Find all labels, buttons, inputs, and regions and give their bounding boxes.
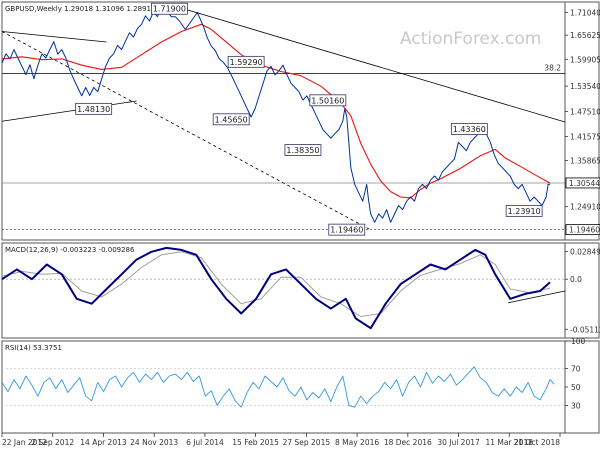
price-annotation-box <box>328 223 366 236</box>
price-annotation-box <box>450 123 488 135</box>
y-tick-label: 0.0 <box>570 275 582 284</box>
y-tick-label: 30 <box>571 401 581 410</box>
y-tick-label: 1.53540 <box>570 82 600 91</box>
panel-frame-2 <box>1 340 566 434</box>
price-annotation-box <box>309 94 347 107</box>
price-annotation-box <box>75 102 113 115</box>
y-tick-label: 1.47510 <box>570 107 600 116</box>
macd-trendline <box>508 290 566 304</box>
y-tick-label: 100 <box>571 337 586 346</box>
price-line <box>1 7 551 223</box>
y-tick-label: -0.051125 <box>570 325 600 334</box>
fib-label: 38.2 <box>544 64 561 73</box>
panel-title-1: MACD(12,26,9) -0.003223 -0.009286 <box>5 246 135 254</box>
x-tick-label: 18 Dec 2016 <box>384 438 432 447</box>
x-tick-label: 22 Jan 2012 <box>2 438 47 447</box>
signal-line <box>1 251 551 317</box>
y-tick-label: 1.71040 <box>570 8 600 17</box>
x-tick-label: 14 Apr 2013 <box>80 438 127 447</box>
price-annotation: 1.38350 <box>286 146 319 155</box>
y-tick-label: 1.35865 <box>570 157 600 166</box>
y-tick-label: 70 <box>571 365 581 374</box>
price-annotation: 1.19460 <box>330 226 363 235</box>
y-tick-label: 1.65625 <box>570 31 600 40</box>
x-tick-label: 11 Mar 2018 <box>485 438 533 447</box>
x-tick-label: 2 Sep 2012 <box>31 438 74 447</box>
axis-frame-0 <box>564 1 600 241</box>
y-tick-label: 1.59905 <box>570 55 600 64</box>
trendline <box>1 100 137 122</box>
price-annotation: 1.45650 <box>215 115 248 124</box>
price-annotation: 1.71900 <box>153 5 186 14</box>
trendline <box>1 31 107 43</box>
price-annotation: 1.59290 <box>230 58 263 67</box>
x-tick-label: 21 Oct 2018 <box>514 438 561 447</box>
price-annotation: 1.50160 <box>311 96 344 105</box>
series-lines <box>1 7 566 408</box>
y-tick-label: 1.41575 <box>570 132 600 141</box>
gridlines <box>1 11 568 437</box>
panel-title-0: GBPUSD,Weekly 1.29018 1.31096 1.28916 1.… <box>5 5 187 13</box>
price-annotation-box <box>505 204 543 217</box>
trendline <box>1 31 371 231</box>
axis-frame-1 <box>564 242 600 339</box>
price-annotation: 1.48130 <box>77 105 110 114</box>
price-annotation-box <box>212 113 250 126</box>
x-tick-label: 24 Nov 2013 <box>130 438 178 447</box>
y-tick-label: 50 <box>571 383 581 392</box>
price-annotation: 1.43360 <box>453 125 486 134</box>
panel-frame-1 <box>1 242 566 339</box>
rsi-line <box>1 366 555 408</box>
chart-frames <box>1 1 600 434</box>
panel-title-2: RSI(14) 53.3751 <box>5 344 62 352</box>
watermark: ActionForex.com <box>400 29 541 49</box>
x-tick-label: 15 Feb 2015 <box>232 438 279 447</box>
x-tick-label: 6 Jul 2014 <box>186 438 224 447</box>
price-annotation-box <box>227 55 265 68</box>
last-price-box <box>565 177 600 189</box>
y-tick-label: 1.30544 <box>569 179 600 188</box>
trendline <box>179 7 566 123</box>
y-tick-label: 1.24910 <box>570 203 600 212</box>
price-annotation-box <box>151 2 188 15</box>
price-annotation: 1.23910 <box>508 207 541 216</box>
y-tick-label: 1.19460 <box>569 226 600 235</box>
x-tick-label: 8 May 2016 <box>335 438 379 447</box>
x-tick-label: 27 Sep 2015 <box>283 438 331 447</box>
x-tick-label: 30 Jul 2017 <box>437 438 480 447</box>
floor-price-box <box>565 224 600 236</box>
price-annotation-box <box>284 144 322 156</box>
macd-line <box>1 246 551 330</box>
